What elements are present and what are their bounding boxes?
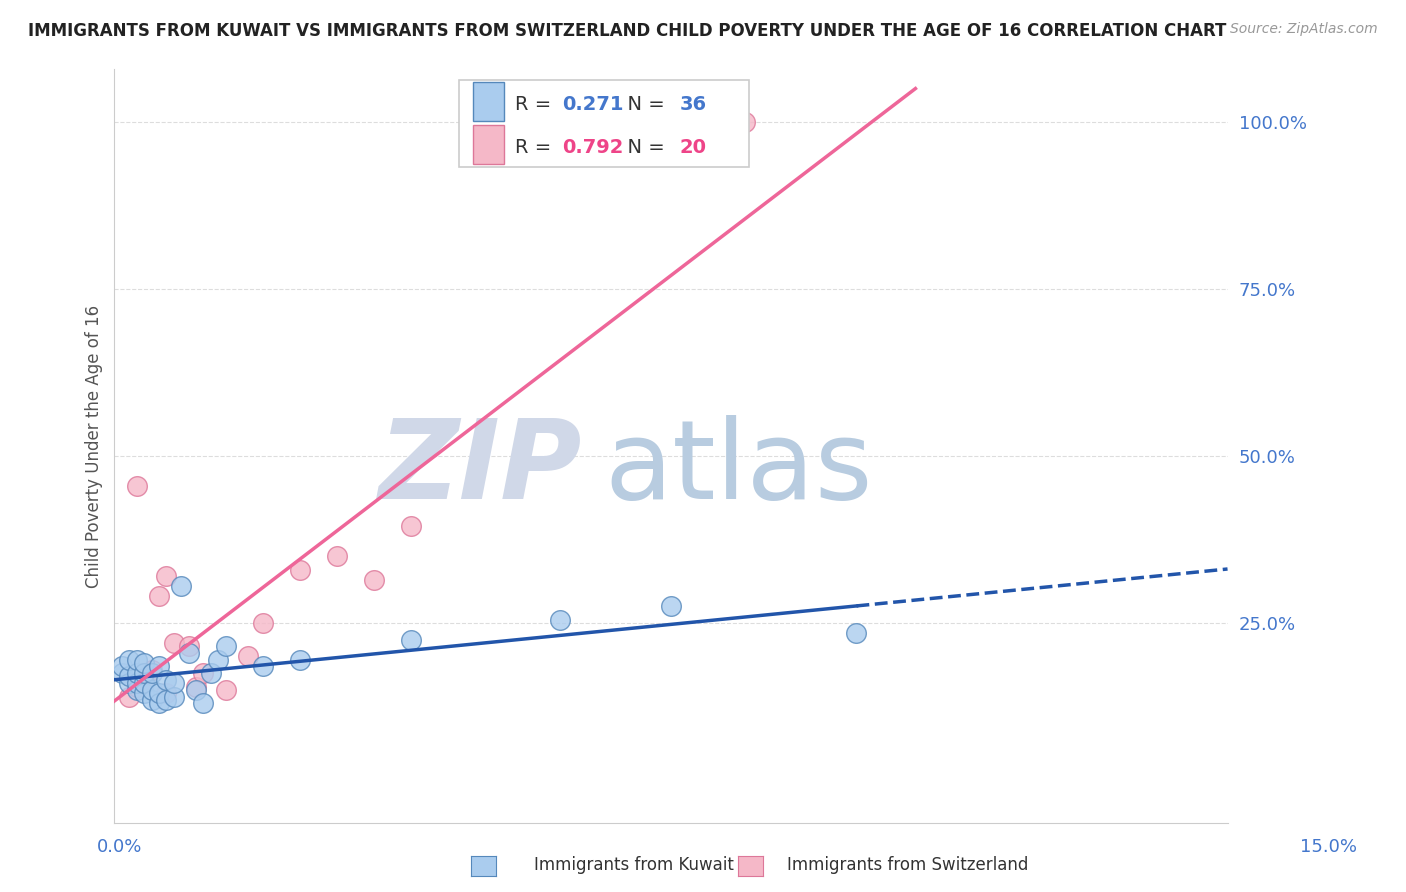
Point: [132, 686, 155, 700]
Point: [548, 613, 571, 627]
Text: Immigrants from Kuwait: Immigrants from Kuwait: [534, 856, 734, 874]
Point: [177, 640, 200, 654]
Text: 0.0%: 0.0%: [97, 838, 142, 855]
Point: [125, 682, 148, 697]
FancyBboxPatch shape: [472, 81, 503, 120]
Point: [184, 682, 207, 697]
Point: [155, 686, 177, 700]
Text: N =: N =: [616, 138, 671, 157]
Text: Source: ZipAtlas.com: Source: ZipAtlas.com: [1230, 22, 1378, 37]
Point: [845, 626, 868, 640]
Y-axis label: Child Poverty Under the Age of 16: Child Poverty Under the Age of 16: [86, 304, 103, 588]
Point: [148, 686, 170, 700]
Point: [141, 693, 163, 707]
Point: [155, 673, 177, 687]
Point: [132, 673, 155, 687]
Point: [193, 666, 215, 681]
Point: [659, 599, 682, 614]
Point: [132, 676, 155, 690]
Text: IMMIGRANTS FROM KUWAIT VS IMMIGRANTS FROM SWITZERLAND CHILD POVERTY UNDER THE AG: IMMIGRANTS FROM KUWAIT VS IMMIGRANTS FRO…: [28, 22, 1226, 40]
Point: [155, 693, 177, 707]
FancyBboxPatch shape: [472, 125, 503, 164]
Text: Immigrants from Switzerland: Immigrants from Switzerland: [787, 856, 1029, 874]
Point: [207, 653, 229, 667]
Point: [148, 696, 170, 710]
Point: [148, 590, 170, 604]
Point: [163, 636, 186, 650]
Text: 0.792: 0.792: [562, 138, 623, 157]
Point: [163, 676, 186, 690]
Text: R =: R =: [515, 95, 558, 113]
Point: [170, 579, 193, 593]
Point: [141, 663, 163, 677]
Point: [132, 656, 155, 670]
Point: [200, 666, 222, 681]
Point: [132, 666, 155, 681]
Point: [111, 659, 134, 673]
Text: 15.0%: 15.0%: [1301, 838, 1357, 855]
Point: [177, 646, 200, 660]
Point: [363, 573, 385, 587]
Point: [141, 666, 163, 681]
Point: [125, 680, 148, 694]
Point: [252, 659, 274, 673]
Text: R =: R =: [515, 138, 558, 157]
Point: [399, 519, 422, 533]
FancyBboxPatch shape: [460, 80, 749, 167]
Text: atlas: atlas: [605, 415, 873, 522]
Text: N =: N =: [616, 95, 671, 113]
Point: [215, 640, 238, 654]
Text: ZIP: ZIP: [378, 415, 582, 522]
Point: [399, 632, 422, 647]
Point: [252, 615, 274, 630]
Point: [155, 569, 177, 583]
Point: [125, 666, 148, 681]
Text: 0.271: 0.271: [562, 95, 623, 113]
Point: [125, 479, 148, 493]
Point: [163, 690, 186, 704]
Point: [184, 680, 207, 694]
Point: [236, 649, 259, 664]
Point: [215, 682, 238, 697]
Point: [125, 653, 148, 667]
Point: [118, 690, 141, 704]
Point: [734, 115, 756, 129]
Point: [288, 563, 311, 577]
Text: 20: 20: [681, 138, 707, 157]
Point: [141, 682, 163, 697]
Point: [118, 676, 141, 690]
Point: [326, 549, 349, 564]
Point: [193, 696, 215, 710]
Point: [111, 666, 134, 681]
Point: [118, 653, 141, 667]
Point: [148, 659, 170, 673]
Text: 36: 36: [681, 95, 707, 113]
Point: [125, 676, 148, 690]
Point: [118, 669, 141, 683]
Point: [288, 653, 311, 667]
